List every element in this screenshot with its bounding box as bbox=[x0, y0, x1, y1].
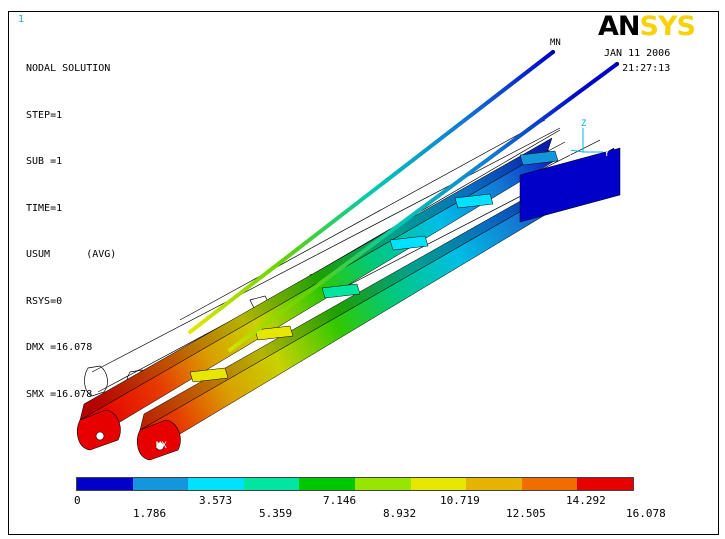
min-marker-label: MX bbox=[156, 441, 167, 451]
date-label: JAN 11 2006 bbox=[604, 48, 671, 59]
legend-band-1 bbox=[77, 478, 133, 490]
legend-tick-10719: 10.719 bbox=[440, 494, 480, 507]
window-number: 1 bbox=[18, 14, 25, 25]
legend-band-5 bbox=[299, 478, 355, 490]
legend-band-7 bbox=[410, 478, 467, 490]
actuator-rods bbox=[188, 50, 619, 352]
time-label: 21:27:13 bbox=[622, 63, 671, 74]
legend-tick-14292: 14.292 bbox=[566, 494, 606, 507]
triad-z-label: Z bbox=[581, 119, 587, 129]
legend-band-8 bbox=[466, 478, 522, 490]
solution-info-block: NODAL SOLUTION STEP=1 SUB =1 TIME=1 USUM… bbox=[26, 30, 116, 418]
legend-tick-5359: 5.359 bbox=[259, 507, 293, 520]
info-usum: USUM (AVG) bbox=[26, 249, 117, 260]
end-lugs bbox=[77, 409, 181, 461]
legend-tick-1786: 1.786 bbox=[133, 507, 167, 520]
legend-tick-12505: 12.505 bbox=[506, 507, 546, 520]
legend-band-6 bbox=[354, 478, 411, 490]
timestamp-block: JAN 11 2006 21:27:13 bbox=[604, 46, 670, 76]
contour-legend-bar bbox=[76, 477, 634, 491]
coordinate-triad: Z Y X bbox=[566, 119, 610, 159]
info-sub: SUB =1 bbox=[26, 156, 63, 167]
legend-tick-16078: 16.078 bbox=[626, 507, 666, 520]
legend-band-9 bbox=[521, 478, 578, 490]
info-time: TIME=1 bbox=[26, 202, 63, 214]
legend-band-2 bbox=[132, 478, 189, 490]
legend-tick-0: 0 bbox=[74, 494, 81, 507]
triad-y-label: Y bbox=[604, 149, 610, 159]
info-title: NODAL SOLUTION bbox=[26, 63, 111, 74]
legend-band-4 bbox=[243, 478, 300, 490]
left-beam bbox=[79, 137, 557, 441]
triad-x-label: X bbox=[566, 149, 572, 159]
legend-tick-7146: 7.146 bbox=[323, 494, 357, 507]
legend-band-10 bbox=[577, 478, 633, 490]
ansys-logo: ANSYS bbox=[598, 11, 696, 42]
info-rsys: RSYS=0 bbox=[26, 295, 63, 307]
legend-tick-3573: 3.573 bbox=[199, 494, 233, 507]
right-beam bbox=[139, 147, 621, 453]
info-smx: SMX =16.078 bbox=[26, 388, 93, 400]
info-step: STEP=1 bbox=[26, 109, 63, 121]
legend-band-3 bbox=[188, 478, 244, 490]
max-marker-label: MN bbox=[550, 38, 561, 48]
legend-tick-8932: 8.932 bbox=[383, 507, 417, 520]
cross-members bbox=[189, 150, 559, 383]
info-dmx: DMX =16.078 bbox=[26, 342, 93, 353]
